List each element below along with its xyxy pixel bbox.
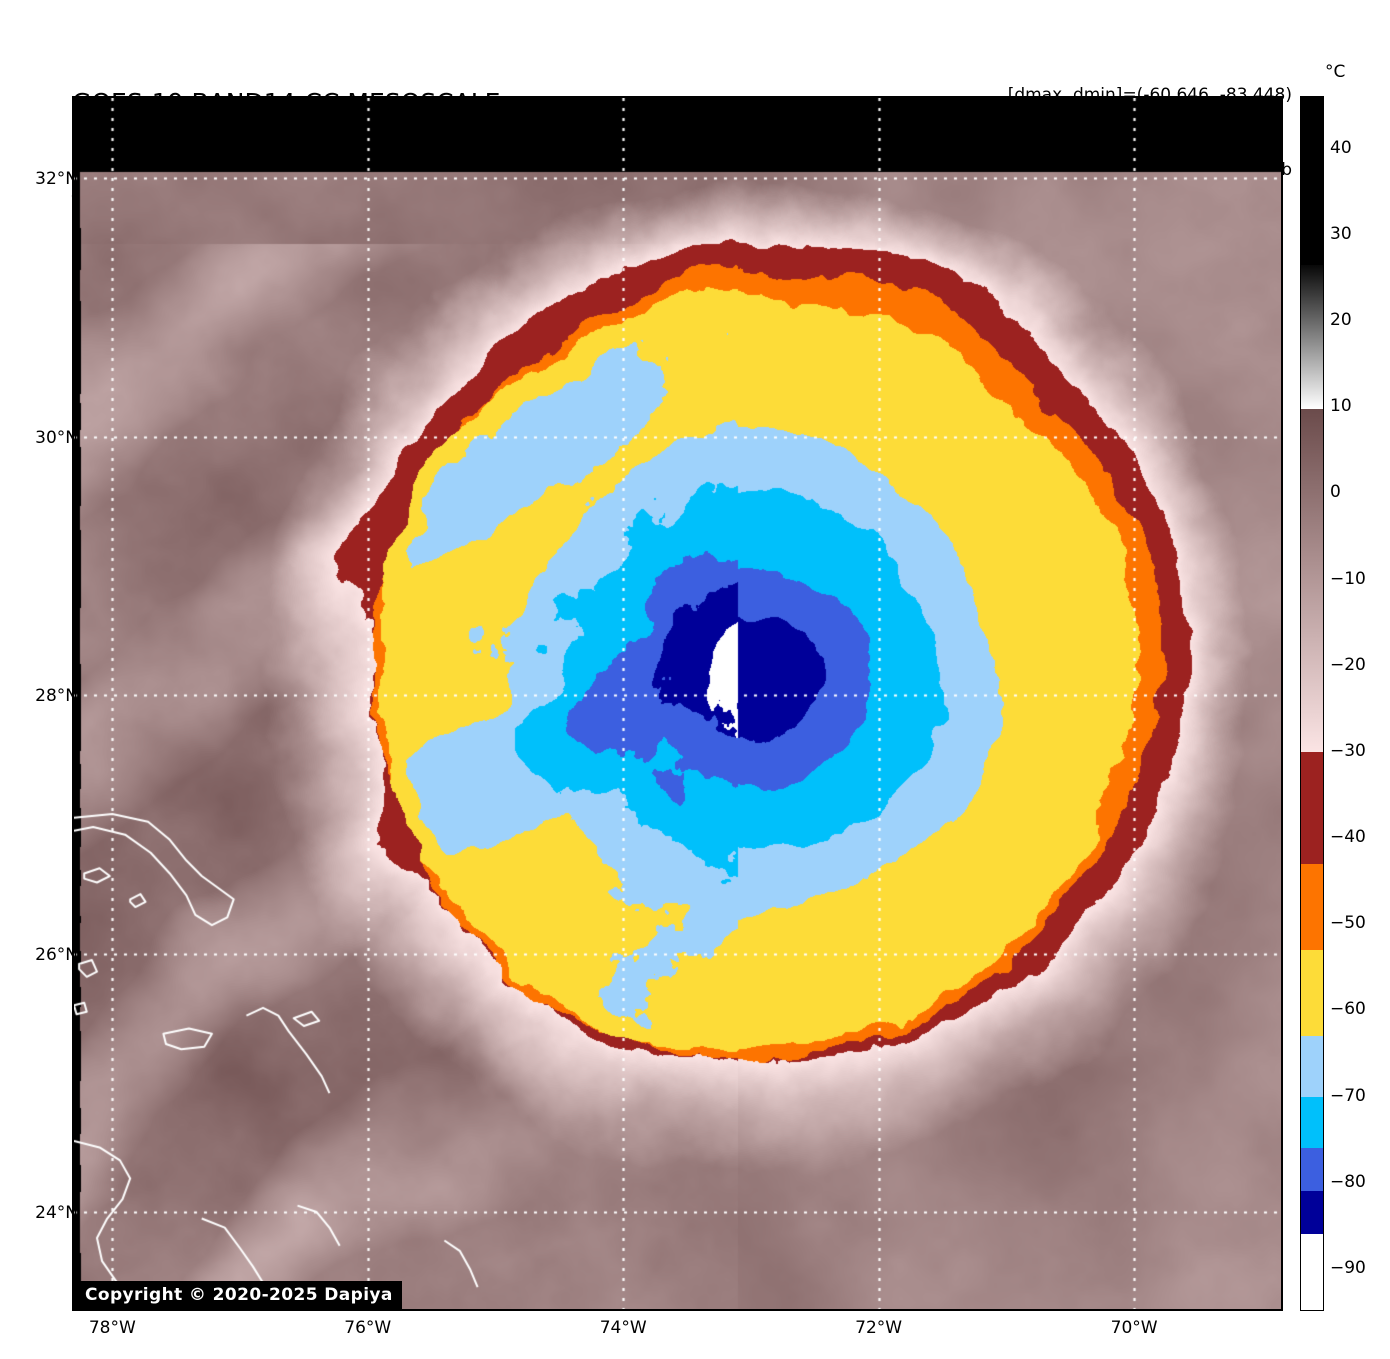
colorbar-segment-light-blue [1301, 1036, 1323, 1097]
lon-tick-78: 78°W [88, 1318, 136, 1338]
colorbar-tick--10: −10 [1330, 568, 1366, 589]
satellite-imagery-canvas [74, 98, 1281, 1309]
colorbar-tick-0: 0 [1330, 482, 1341, 503]
colorbar[interactable] [1300, 96, 1324, 1311]
colorbar-unit-label: °C [1325, 62, 1346, 82]
lat-tick-30: 30°N [35, 427, 78, 448]
colorbar-tick--40: −40 [1330, 827, 1366, 848]
colorbar-tick-40: 40 [1330, 137, 1352, 158]
lat-tick-28: 28°N [35, 686, 78, 707]
colorbar-tick-10: 10 [1330, 396, 1352, 417]
colorbar-segment-brown-pink-ramp [1301, 408, 1323, 752]
colorbar-segment-royal-blue [1301, 1148, 1323, 1192]
satellite-image-plot[interactable] [72, 96, 1283, 1311]
lon-tick-72: 72°W [855, 1318, 903, 1338]
colorbar-segment-cyan [1301, 1096, 1323, 1149]
colorbar-tick--20: −20 [1330, 654, 1366, 675]
colorbar-tick--60: −60 [1330, 999, 1366, 1020]
lon-tick-70: 70°W [1110, 1318, 1158, 1338]
colorbar-tick-20: 20 [1330, 310, 1352, 331]
colorbar-tick--90: −90 [1330, 1257, 1366, 1278]
copyright-banner: Copyright © 2020-2025 Dapiya [76, 1281, 402, 1310]
lon-tick-74: 74°W [599, 1318, 647, 1338]
lat-tick-26: 26°N [35, 944, 78, 965]
colorbar-segment-dark-red [1301, 751, 1323, 864]
colorbar-segment-black-hot [1301, 97, 1323, 266]
colorbar-segment-white-cold [1301, 1234, 1323, 1310]
colorbar-tick-30: 30 [1330, 223, 1352, 244]
lat-tick-32: 32°N [35, 169, 78, 190]
colorbar-tick--50: −50 [1330, 913, 1366, 934]
colorbar-tick--30: −30 [1330, 740, 1366, 761]
lon-tick-76: 76°W [344, 1318, 392, 1338]
colorbar-tick--70: −70 [1330, 1085, 1366, 1106]
colorbar-segment-gray-ramp [1301, 265, 1323, 409]
colorbar-segment-orange [1301, 863, 1323, 951]
colorbar-segment-yellow [1301, 950, 1323, 1037]
colorbar-segment-navy [1301, 1191, 1323, 1235]
lat-tick-24: 24°N [35, 1203, 78, 1224]
colorbar-tick--80: −80 [1330, 1171, 1366, 1192]
